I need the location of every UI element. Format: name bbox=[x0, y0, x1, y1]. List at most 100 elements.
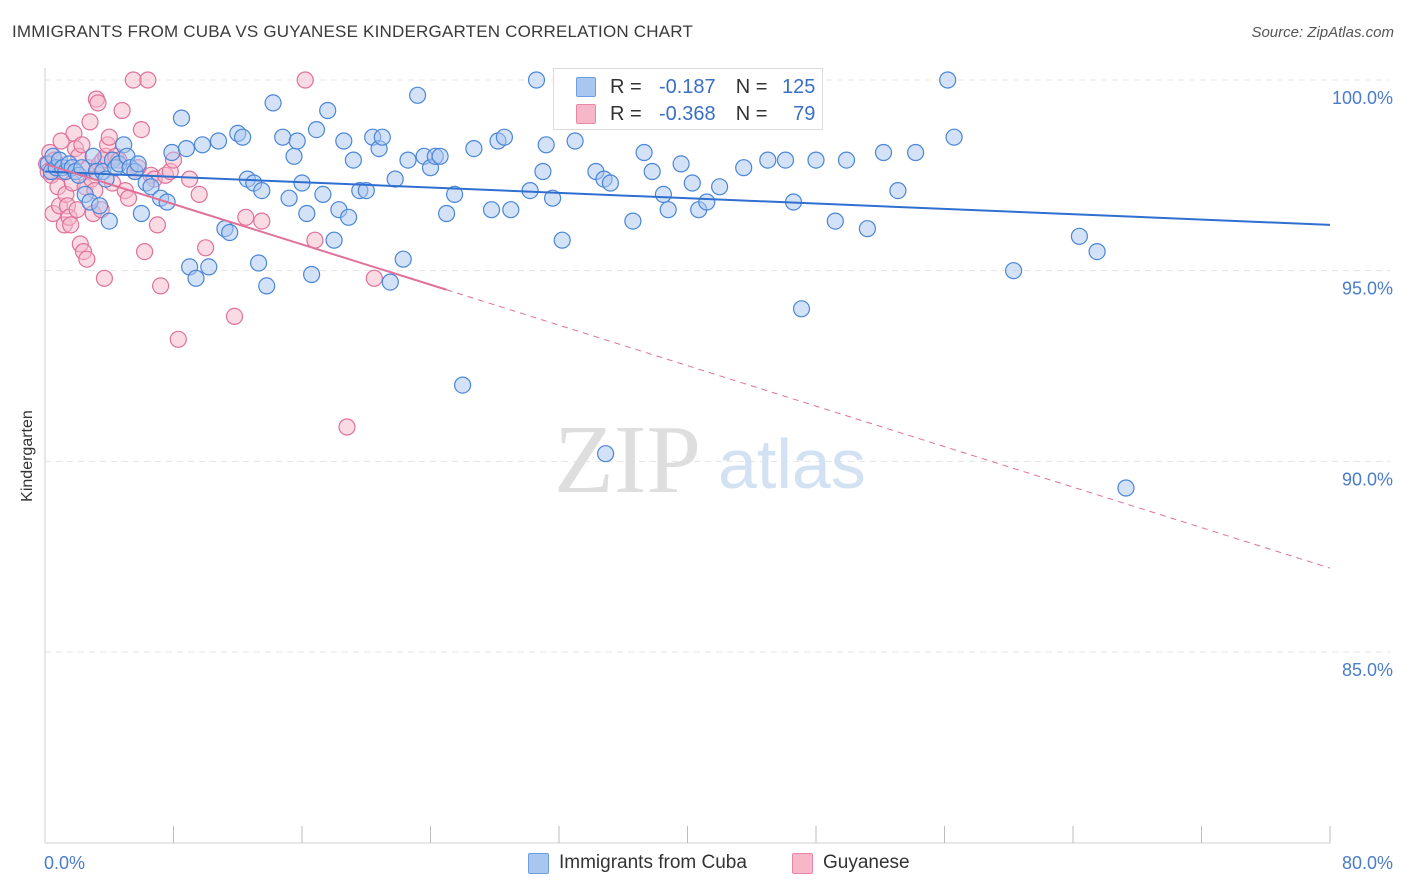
cuba-point bbox=[200, 258, 218, 276]
guyanese-point bbox=[338, 418, 356, 436]
cuba-point bbox=[288, 132, 306, 150]
trend-lines bbox=[44, 162, 1331, 569]
cuba-point bbox=[209, 132, 228, 150]
legend-row-cuba: R = -0.187 N = 125 bbox=[576, 74, 815, 100]
cuba-point bbox=[735, 159, 753, 177]
cuba-point bbox=[537, 136, 555, 154]
cuba-point bbox=[431, 147, 449, 165]
guyanese-point bbox=[132, 121, 150, 139]
guyanese-point bbox=[73, 136, 91, 154]
guyanese-point bbox=[225, 307, 244, 325]
legend-item-guyanese[interactable]: Guyanese bbox=[792, 852, 910, 874]
watermark-zip: ZIP bbox=[554, 406, 701, 514]
cuba-point bbox=[454, 376, 472, 394]
cuba-point bbox=[172, 109, 191, 127]
cuba-point bbox=[394, 250, 412, 268]
cuba-point bbox=[132, 204, 150, 223]
y-tick-label: 85.0% bbox=[1342, 660, 1393, 680]
cuba-point bbox=[906, 143, 925, 162]
cuba-point bbox=[221, 223, 239, 242]
cuba-point bbox=[399, 151, 417, 169]
cuba-point bbox=[285, 147, 303, 165]
legend-label-guyanese: Guyanese bbox=[823, 852, 910, 873]
guyanese-point bbox=[124, 71, 142, 89]
cuba-point bbox=[314, 185, 332, 203]
cuba-point bbox=[807, 151, 825, 169]
guyanese-point bbox=[197, 239, 215, 257]
cuba-point bbox=[889, 182, 907, 200]
r-label: R = bbox=[610, 75, 642, 98]
cuba-point bbox=[234, 128, 252, 146]
guyanese-point bbox=[139, 71, 157, 89]
cuba-point bbox=[482, 201, 501, 219]
cuba-point bbox=[1070, 227, 1089, 245]
cuba-point bbox=[335, 132, 353, 150]
guyanese-point bbox=[148, 216, 166, 234]
cuba-point bbox=[373, 128, 391, 146]
axes bbox=[44, 68, 1331, 844]
guyanese-point bbox=[100, 128, 118, 146]
cuba-point bbox=[253, 182, 271, 200]
cuba-legend-swatch bbox=[528, 852, 549, 874]
guyanese-point bbox=[52, 132, 70, 150]
cuba-point bbox=[495, 128, 513, 146]
y-tick-label: 95.0% bbox=[1342, 279, 1393, 299]
cuba-point bbox=[90, 197, 109, 215]
cuba-point bbox=[698, 193, 716, 211]
guyanese-point bbox=[81, 113, 99, 131]
cuba-point bbox=[193, 136, 211, 154]
legend-label-cuba: Immigrants from Cuba bbox=[559, 852, 747, 873]
cuba-point bbox=[307, 121, 326, 139]
cuba-point bbox=[837, 151, 856, 169]
cuba-point bbox=[635, 143, 653, 162]
cuba-point bbox=[340, 208, 358, 226]
cuba-point bbox=[465, 140, 483, 158]
cuba-point bbox=[142, 178, 160, 196]
gridlines bbox=[45, 79, 1390, 653]
cuba-point bbox=[386, 170, 404, 188]
guyanese-point bbox=[237, 208, 255, 226]
cuba-point bbox=[274, 128, 292, 146]
guyanese-point bbox=[68, 201, 86, 219]
n-label: N = bbox=[735, 102, 768, 125]
cuba-points bbox=[39, 71, 1135, 497]
stats-legend: R = -0.187 N = 125 R = -0.368 N = 79 bbox=[553, 68, 823, 130]
cuba-point bbox=[527, 71, 546, 89]
x-tick-labels: 0.0% 80.0% bbox=[44, 853, 1393, 873]
cuba-point bbox=[553, 231, 571, 249]
cuba-point bbox=[759, 151, 777, 169]
cuba-point bbox=[344, 151, 362, 169]
cuba-point bbox=[129, 155, 147, 173]
y-tick-labels: 100.0% 95.0% 90.0% 85.0% bbox=[1332, 88, 1393, 680]
cuba-point bbox=[446, 185, 464, 203]
cuba-point bbox=[280, 189, 298, 207]
y-tick-label: 100.0% bbox=[1332, 88, 1393, 108]
cuba-point bbox=[710, 178, 729, 196]
guyanese-point bbox=[152, 277, 170, 295]
cuba-point bbox=[84, 147, 102, 165]
chart-title: IMMIGRANTS FROM CUBA VS GUYANESE KINDERG… bbox=[12, 22, 694, 41]
cuba-point bbox=[381, 273, 399, 291]
cuba-point bbox=[502, 201, 520, 219]
cuba-point bbox=[250, 254, 268, 272]
cuba-point bbox=[534, 162, 552, 181]
cuba-point bbox=[624, 212, 642, 230]
cuba-point bbox=[792, 300, 811, 318]
cuba-point bbox=[409, 86, 427, 104]
n-label: N = bbox=[735, 75, 768, 98]
cuba-point bbox=[187, 269, 205, 287]
x-tick-label-max: 80.0% bbox=[1342, 853, 1393, 873]
guyanese-point bbox=[89, 94, 107, 112]
n-value-guyanese: 79 bbox=[793, 102, 816, 125]
cuba-point bbox=[858, 220, 877, 238]
r-value-cuba: -0.187 bbox=[658, 75, 716, 98]
cuba-point bbox=[643, 162, 661, 181]
cuba-point bbox=[319, 101, 337, 120]
guyanese-point bbox=[78, 250, 96, 268]
cuba-point bbox=[826, 212, 844, 230]
guyanese-legend-swatch bbox=[792, 852, 813, 874]
legend-item-cuba[interactable]: Immigrants from Cuba bbox=[528, 852, 747, 874]
y-tick-label: 90.0% bbox=[1342, 469, 1393, 489]
cuba-point bbox=[100, 212, 118, 230]
cuba-point bbox=[654, 185, 673, 203]
